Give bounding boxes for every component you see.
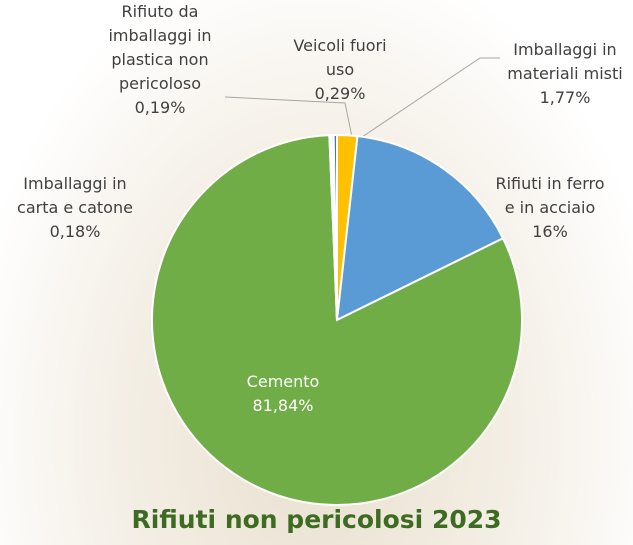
chart-title: Rifiuti non pericolosi 2023: [131, 505, 502, 534]
value-label: 0,18%: [49, 222, 101, 241]
value-label: 16%: [532, 222, 568, 241]
data-label: Imballaggi in carta e catone 0,18%: [10, 172, 140, 244]
pie-slice: [151, 134, 523, 506]
category-label: Veicoli fuori uso: [293, 36, 387, 79]
leader-line: [361, 57, 500, 138]
pie-slice: [335, 135, 505, 322]
category-label: Rifiuto da imballaggi in plastica non pe…: [108, 2, 212, 93]
data-label: Rifiuti in ferro e in acciaio 16%: [495, 172, 605, 244]
value-label: 0,19%: [134, 98, 186, 117]
data-label: Cemento 81,84%: [223, 370, 343, 418]
data-label: Veicoli fuori uso 0,29%: [280, 34, 400, 106]
value-label: 81,84%: [252, 396, 314, 415]
pie-slice: [332, 133, 338, 321]
value-label: 1,77%: [539, 88, 591, 107]
data-label: Rifiuto da imballaggi in plastica non pe…: [80, 0, 240, 120]
category-label: Rifiuti in ferro e in acciaio: [495, 174, 605, 217]
category-label: Cemento: [246, 372, 320, 391]
data-label: Imballaggi in materiali misti 1,77%: [500, 38, 630, 110]
leader-line: [224, 96, 353, 138]
category-label: Imballaggi in materiali misti: [507, 40, 623, 83]
value-label: 0,29%: [314, 84, 366, 103]
category-label: Imballaggi in carta e catone: [17, 174, 133, 217]
